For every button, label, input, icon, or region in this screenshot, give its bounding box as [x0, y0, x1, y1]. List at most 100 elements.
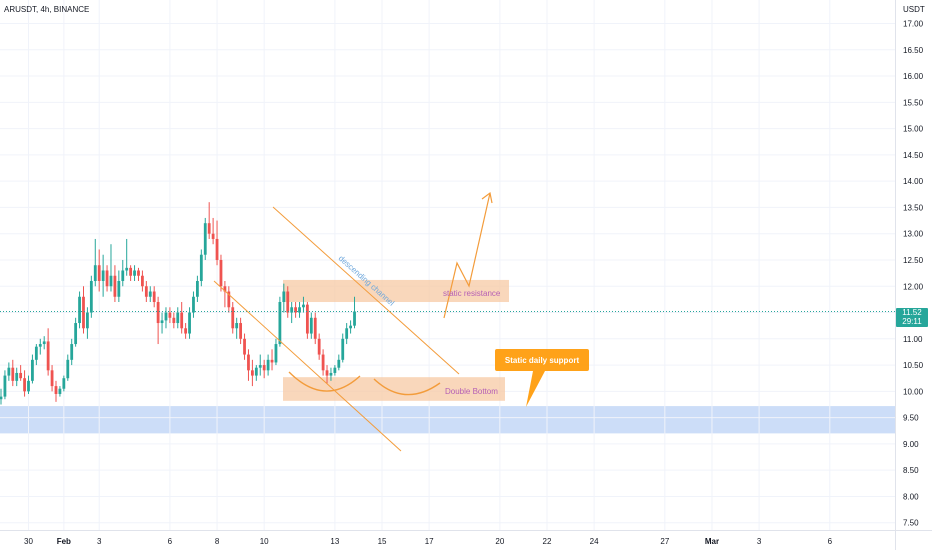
candle: [31, 354, 34, 384]
time-tick-label: 15: [378, 537, 387, 546]
candle: [86, 307, 89, 339]
candle-body: [333, 367, 337, 373]
candle: [66, 354, 70, 381]
time-axis[interactable]: 30 Feb 3 6 8 10 13 15 17 20 22 24 27 Mar 3 6: [0, 530, 932, 547]
candle-body: [19, 372, 23, 379]
candle-body: [58, 388, 62, 394]
last-price-tag: 11.52 29:11: [896, 308, 928, 327]
candle: [247, 349, 250, 381]
candle: [266, 354, 270, 376]
candle: [321, 349, 325, 376]
bar-countdown: 29:11: [902, 317, 922, 326]
candle: [156, 296, 160, 345]
price-tick-label: 15.50: [903, 98, 924, 107]
candle-body: [321, 354, 325, 371]
candle-body: [82, 296, 85, 329]
projection-path: [443, 192, 491, 319]
support-band-rect: [0, 406, 895, 434]
candle: [172, 312, 176, 329]
candle-body: [137, 270, 140, 276]
candle: [117, 270, 121, 303]
candle-body: [309, 317, 313, 334]
time-tick-label: 6: [828, 537, 833, 546]
candle-body: [42, 341, 46, 345]
candle-body: [337, 359, 341, 368]
candle-body: [105, 270, 109, 287]
price-tick-label: 11.00: [903, 335, 923, 344]
price-tick-label: 14.00: [903, 177, 924, 186]
candle-body: [239, 323, 243, 339]
candle-body: [23, 378, 26, 392]
candle-body: [349, 325, 352, 329]
candle: [50, 365, 54, 392]
candle-body: [164, 312, 168, 321]
time-tick-label: 10: [260, 537, 269, 546]
candle-body: [27, 380, 30, 392]
callout-text: Static daily support: [505, 356, 580, 365]
candle-body: [227, 291, 231, 308]
candle: [302, 296, 305, 313]
candle-body: [148, 291, 152, 297]
candle-body: [109, 275, 113, 287]
double-bottom-arc-right: [373, 378, 441, 396]
projection-arrowhead: [481, 191, 493, 204]
candle: [34, 344, 38, 366]
candle-body: [274, 344, 278, 363]
candle-body: [215, 238, 219, 260]
candle: [184, 323, 188, 339]
candle: [58, 386, 62, 397]
candle: [341, 333, 345, 363]
candle-body: [113, 275, 117, 297]
symbol-title: ARUSDT, 4h, BINANCE: [4, 5, 90, 14]
candle-body: [129, 267, 133, 276]
time-tick-label: 3: [97, 537, 102, 546]
candle-body: [278, 302, 282, 345]
candle: [144, 280, 148, 303]
candle: [89, 275, 93, 318]
candle-body: [192, 296, 195, 313]
candle-body: [254, 367, 258, 376]
candle: [309, 312, 313, 339]
candle: [27, 375, 30, 394]
candle-body: [203, 223, 207, 255]
candle-body: [144, 286, 148, 297]
candle: [298, 302, 301, 318]
candle: [258, 354, 262, 376]
candle: [254, 365, 258, 381]
candle: [243, 333, 246, 360]
channel-lower-line: [213, 280, 402, 452]
candle: [250, 359, 254, 387]
price-axis[interactable]: 7.508.008.509.009.5010.0010.5011.0011.50…: [895, 0, 924, 550]
candle-body: [0, 396, 3, 400]
candle-body: [125, 267, 129, 271]
callout-bubble: [495, 349, 589, 407]
support-callout[interactable]: Static daily support: [495, 349, 589, 407]
candle-body: [7, 367, 11, 376]
candle-body: [266, 359, 270, 371]
candle: [23, 370, 26, 397]
candle: [62, 375, 66, 392]
candle: [129, 265, 133, 281]
candle-body: [160, 320, 164, 324]
candle-body: [270, 359, 274, 363]
double-bottom-zone: [283, 377, 505, 401]
candle-body: [38, 344, 42, 347]
candle: [286, 286, 290, 318]
price-tick-label: 12.50: [903, 256, 924, 265]
price-tick-label: 13.50: [903, 203, 924, 212]
candle-body: [298, 307, 301, 313]
candle-body: [15, 372, 19, 381]
candle: [164, 307, 168, 329]
candle: [93, 238, 97, 287]
candle: [223, 280, 227, 308]
candle-body: [313, 317, 317, 339]
candle: [38, 338, 42, 355]
price-tick-label: 9.00: [903, 440, 919, 449]
candle: [54, 380, 58, 402]
candle: [141, 270, 144, 292]
candle: [345, 323, 349, 345]
candle-body: [196, 280, 199, 297]
time-tick-label: 24: [590, 537, 599, 546]
price-tick-label: 15.00: [903, 125, 924, 134]
